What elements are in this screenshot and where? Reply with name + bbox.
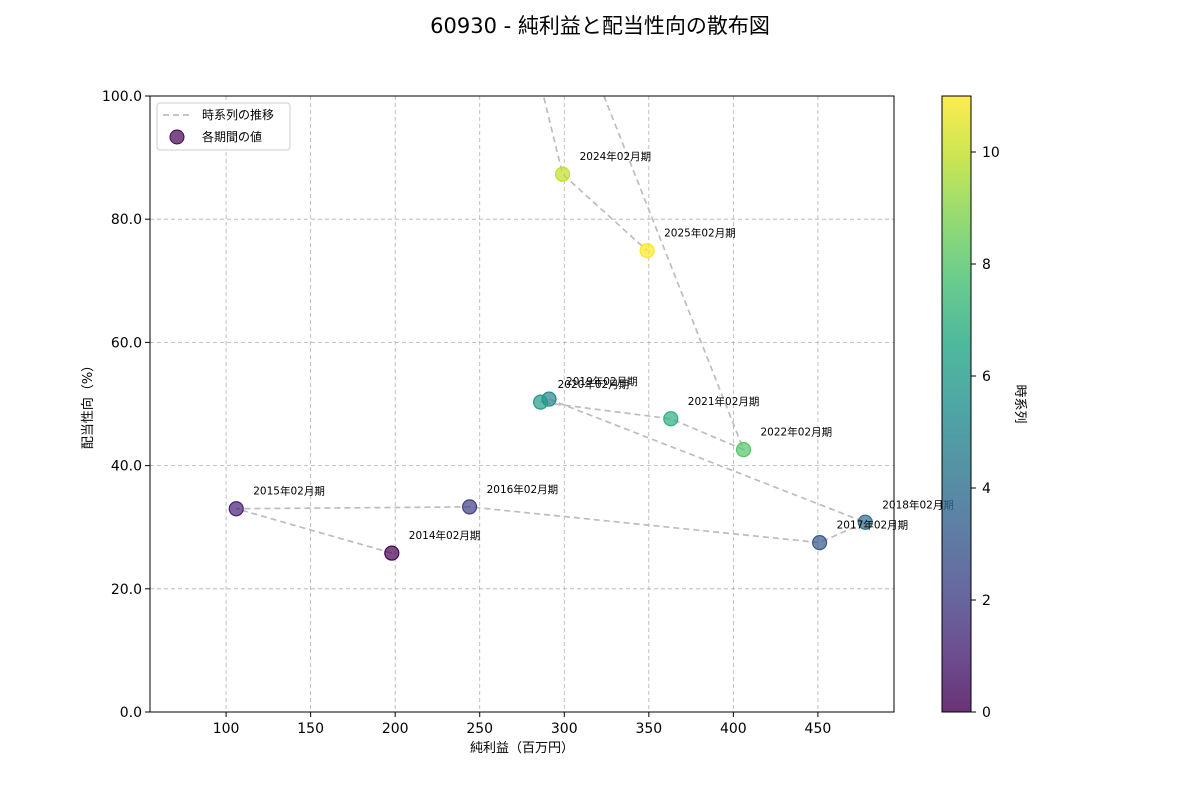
y-tick-label: 100.0: [102, 89, 142, 105]
x-tick-label: 400: [720, 721, 747, 737]
x-tick-label: 450: [805, 721, 832, 737]
grid: [150, 96, 894, 712]
x-axis: 100 150 200 250 300 350 400 450: [213, 712, 832, 737]
colorbar-tick-label: 6: [982, 369, 991, 385]
colorbar-tick-label: 8: [982, 257, 991, 273]
data-point: [811, 534, 828, 551]
colorbar-tick-label: 2: [982, 593, 991, 609]
point-label: 2021年02月期: [688, 395, 760, 408]
colorbar-label: 時系列: [1012, 384, 1027, 423]
point-label: 2014年02月期: [409, 529, 481, 542]
colorbar-gradient: [941, 95, 972, 713]
colorbar-tick-label: 10: [982, 145, 1000, 161]
y-tick-label: 40.0: [111, 459, 142, 475]
y-tick-label: 80.0: [111, 212, 142, 228]
colorbar-tick-label: 4: [982, 481, 991, 497]
x-tick-label: 200: [382, 721, 409, 737]
legend-point-swatch: [169, 129, 185, 145]
point-label: 2024年02月期: [580, 150, 652, 163]
colorbar-ticks: 0 2 4 6 8 10: [971, 145, 1000, 721]
point-label: 2017年02月期: [837, 519, 909, 532]
data-point: [857, 514, 873, 530]
point-label: 2016年02月期: [487, 483, 559, 496]
trend-line-layer: [235, 96, 868, 554]
x-axis-label: 純利益（百万円）: [470, 741, 574, 756]
data-point: [554, 166, 571, 182]
point-label: 2015年02月期: [253, 485, 325, 498]
colorbar: 0 2 4 6 8 10 時系列: [941, 95, 1027, 721]
trend-line: [235, 96, 868, 554]
data-point: [639, 243, 655, 259]
point-label: 2025年02月期: [664, 227, 736, 240]
legend-entry-trend: 時系列の推移: [202, 108, 274, 122]
y-tick-label: 0.0: [120, 705, 142, 721]
legend: 時系列の推移 各期間の値: [156, 102, 291, 151]
chart-title: 60930 - 純利益と配当性向の散布図: [430, 14, 770, 38]
y-axis-label: 配当性向（%）: [80, 359, 96, 449]
data-point: [461, 499, 478, 515]
data-point: [384, 545, 400, 561]
points-layer: [228, 166, 873, 561]
y-tick-label: 20.0: [111, 582, 142, 598]
x-tick-label: 100: [213, 721, 240, 737]
y-axis: 0.0 20.0 40.0 60.0 80.0 100.0: [102, 89, 150, 721]
point-label: 2022年02月期: [761, 426, 833, 439]
y-tick-label: 60.0: [111, 335, 142, 351]
x-tick-label: 300: [551, 721, 578, 737]
x-tick-label: 350: [635, 721, 662, 737]
point-label: 2020年02月期: [558, 378, 630, 391]
plot-frame: [149, 95, 895, 713]
point-label: 2018年02月期: [882, 498, 954, 511]
data-point: [228, 501, 244, 517]
data-point: [532, 394, 549, 410]
colorbar-tick-label: 0: [982, 705, 991, 721]
x-tick-label: 250: [466, 721, 493, 737]
legend-entry-points: 各期間の値: [202, 129, 262, 144]
data-point: [663, 411, 679, 427]
data-point: [735, 441, 752, 458]
point-label: 2019年02月期: [566, 375, 638, 388]
x-tick-label: 150: [297, 721, 324, 737]
legend-box: [156, 102, 291, 151]
point-labels: 2014年02月期 2015年02月期 2016年02月期 2017年02月期 2018…: [253, 150, 954, 542]
